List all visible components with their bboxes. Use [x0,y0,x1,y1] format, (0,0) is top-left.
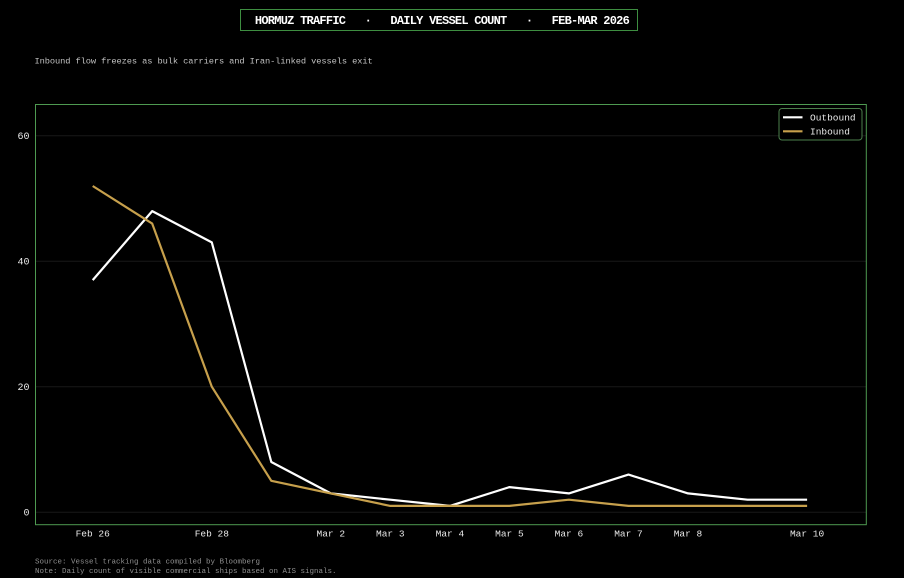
svg-text:0: 0 [23,508,29,519]
svg-text:Mar 6: Mar 6 [555,529,584,540]
svg-text:Mar 10: Mar 10 [790,529,825,540]
svg-text:Mar 7: Mar 7 [614,529,643,540]
svg-text:Feb 28: Feb 28 [195,529,230,540]
svg-text:Mar 4: Mar 4 [436,529,465,540]
svg-text:Mar 5: Mar 5 [495,529,524,540]
svg-text:Outbound: Outbound [810,113,856,124]
svg-text:60: 60 [17,132,29,143]
svg-text:Inbound: Inbound [810,127,850,138]
svg-text:Note: Daily count of visible c: Note: Daily count of visible commercial … [35,568,337,576]
svg-text:HORMUZ TRAFFIC · DAILY VES: HORMUZ TRAFFIC · DAILY VESSEL COUNT · FE… [255,14,630,28]
svg-text:20: 20 [17,383,29,394]
svg-text:Mar 2: Mar 2 [317,529,346,540]
svg-text:Source: Vessel tracking data c: Source: Vessel tracking data compiled by… [35,558,260,566]
svg-text:Feb 26: Feb 26 [76,529,111,540]
svg-text:40: 40 [17,258,29,269]
svg-text:Mar 3: Mar 3 [376,529,405,540]
svg-text:Inbound flow freezes as bulk c: Inbound flow freezes as bulk carriers an… [35,56,373,66]
svg-text:Mar 8: Mar 8 [674,529,703,540]
